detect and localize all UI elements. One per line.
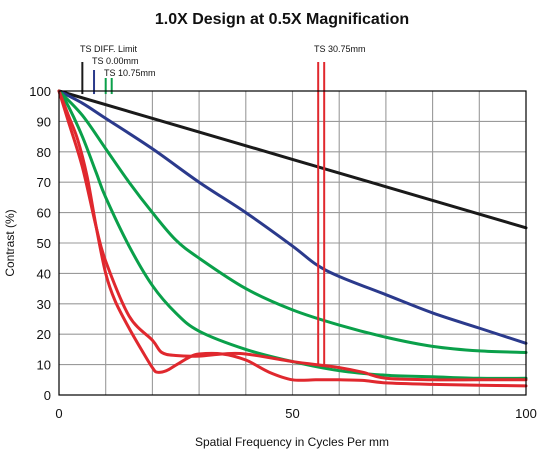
grid bbox=[59, 91, 526, 395]
chart-title: 1.0X Design at 0.5X Magnification bbox=[155, 11, 409, 28]
series-line-5 bbox=[57, 89, 528, 388]
legend-label-0: TS DIFF. Limit bbox=[80, 44, 138, 54]
y-tick-label: 70 bbox=[37, 175, 51, 190]
legend-label-3: TS 30.75mm bbox=[314, 44, 366, 54]
series-line-3 bbox=[57, 89, 528, 380]
series-layer bbox=[57, 89, 528, 388]
y-tick-label: 30 bbox=[37, 297, 51, 312]
y-tick-label: 100 bbox=[29, 84, 51, 99]
x-tick-label: 50 bbox=[285, 406, 299, 421]
y-tick-label: 10 bbox=[37, 358, 51, 373]
y-tick-label: 60 bbox=[37, 206, 51, 221]
series-line-1 bbox=[57, 89, 528, 345]
y-tick-label: 80 bbox=[37, 145, 51, 160]
y-tick-labels: 0 10 20 30 40 50 60 70 80 90 100 bbox=[29, 84, 51, 403]
y-axis-label: Contrast (%) bbox=[3, 209, 17, 276]
plot-frame bbox=[58, 90, 527, 396]
y-tick-label: 50 bbox=[37, 236, 51, 251]
legend-markers: TS DIFF. Limit TS 0.00mm TS 10.75mm TS 30.7… bbox=[80, 44, 366, 365]
y-tick-label: 90 bbox=[37, 114, 51, 129]
x-tick-labels: 0 50 100 bbox=[55, 406, 536, 421]
x-axis-label: Spatial Frequency in Cycles Per mm bbox=[195, 435, 389, 449]
y-tick-label: 0 bbox=[44, 388, 51, 403]
series-line-2 bbox=[57, 89, 528, 354]
legend-label-2: TS 10.75mm bbox=[104, 68, 156, 78]
legend-label-1: TS 0.00mm bbox=[92, 56, 139, 66]
series-line-0 bbox=[57, 89, 528, 230]
x-tick-label: 100 bbox=[515, 406, 537, 421]
y-tick-label: 40 bbox=[37, 266, 51, 281]
x-tick-label: 0 bbox=[55, 406, 62, 421]
y-tick-label: 20 bbox=[37, 327, 51, 342]
